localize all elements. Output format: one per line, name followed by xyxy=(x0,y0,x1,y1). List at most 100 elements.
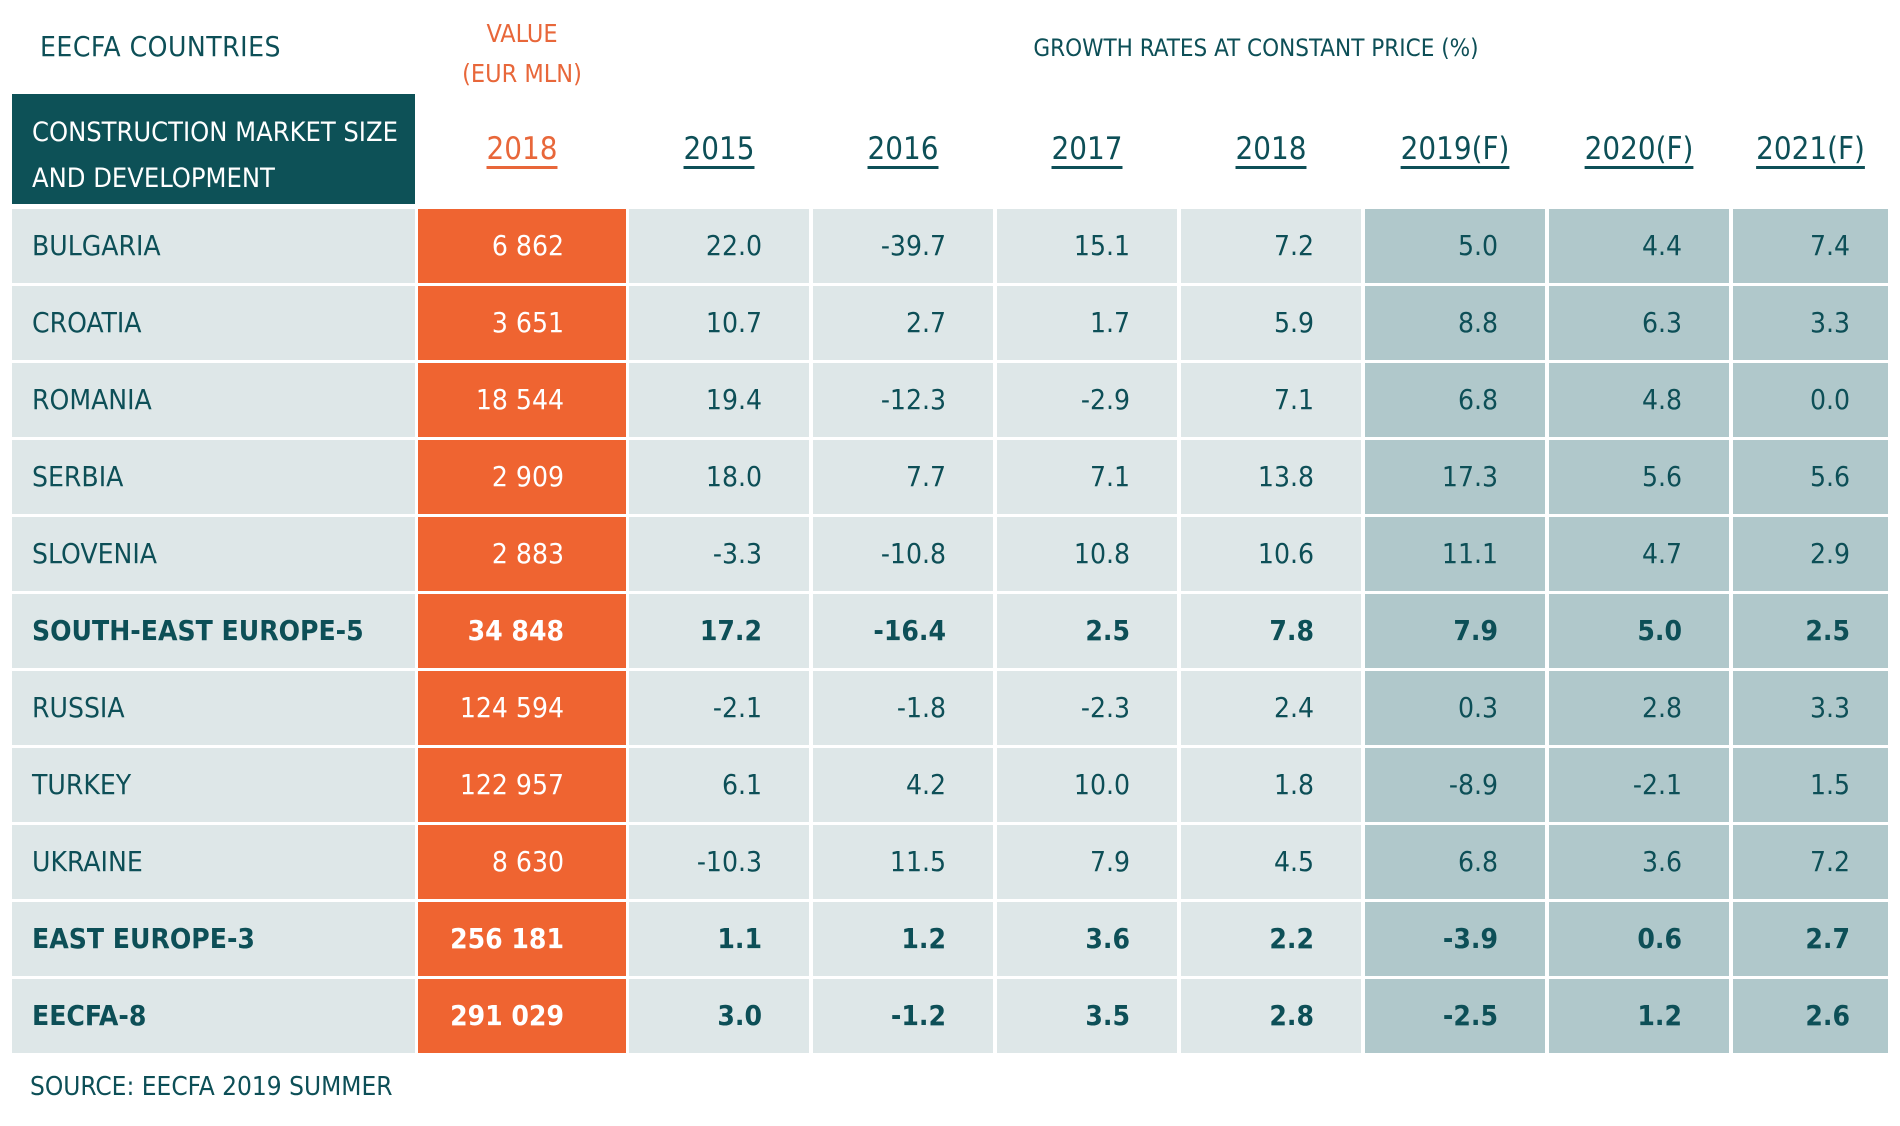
growth-rate-cell: 2.8 xyxy=(1549,671,1729,745)
growth-rate-cell: 2.7 xyxy=(1733,902,1888,976)
growth-rate-cell: 17.3 xyxy=(1365,440,1545,514)
growth-rate-cell: 5.6 xyxy=(1549,440,1729,514)
country-name-cell: EECFA-8 xyxy=(12,979,415,1053)
country-name-cell: SERBIA xyxy=(12,440,415,514)
growth-rate-cell: -1.8 xyxy=(813,671,993,745)
growth-rate-cell: 6.8 xyxy=(1365,363,1545,437)
growth-rate-cell: -2.9 xyxy=(997,363,1177,437)
growth-rate-cell: 10.8 xyxy=(997,517,1177,591)
value-year-header: 2018 xyxy=(486,131,558,167)
growth-rate-cell: 2.4 xyxy=(1181,671,1361,745)
table-row: SERBIA 2 909 18.0 7.7 7.1 13.8 17.3 5.6 5.6 xyxy=(0,440,1890,514)
growth-rate-cell: 5.0 xyxy=(1365,209,1545,283)
market-value-cell: 291 029 xyxy=(418,979,626,1053)
table-row: ROMANIA 18 544 19.4 -12.3 -2.9 7.1 6.8 4.8 0.0 xyxy=(0,363,1890,437)
growth-rate-cell: -8.9 xyxy=(1365,748,1545,822)
table-row: EAST EUROPE-3 256 181 1.1 1.2 3.6 2.2 -3.9 0.6 2… xyxy=(0,902,1890,976)
source-note: SOURCE: EECFA 2019 SUMMER xyxy=(30,1072,393,1102)
market-value-cell: 124 594 xyxy=(418,671,626,745)
country-name-cell: CROATIA xyxy=(12,286,415,360)
country-name-cell: ROMANIA xyxy=(12,363,415,437)
growth-rate-cell: 7.2 xyxy=(1733,825,1888,899)
growth-rate-cell: 18.0 xyxy=(629,440,809,514)
growth-rate-cell: 7.1 xyxy=(1181,363,1361,437)
table-row: EECFA-8 291 029 3.0 -1.2 3.5 2.8 -2.5 1.2 2.6 xyxy=(0,979,1890,1053)
table-row: UKRAINE 8 630 -10.3 11.5 7.9 4.5 6.8 3.6 7.2 xyxy=(0,825,1890,899)
growth-rate-cell: 15.1 xyxy=(997,209,1177,283)
growth-rate-cell: 0.0 xyxy=(1733,363,1888,437)
growth-rate-cell: 17.2 xyxy=(629,594,809,668)
growth-rate-cell: 6.1 xyxy=(629,748,809,822)
growth-rate-cell: 5.0 xyxy=(1549,594,1729,668)
year-header-2018: 2018 xyxy=(1235,131,1307,167)
growth-rate-cell: -2.3 xyxy=(997,671,1177,745)
year-header-2021f: 2021(F) xyxy=(1756,131,1865,167)
table-row: RUSSIA 124 594 -2.1 -1.8 -2.3 2.4 0.3 2.8 3.3 xyxy=(0,671,1890,745)
growth-rate-cell: 1.2 xyxy=(813,902,993,976)
table-row: SOUTH-EAST EUROPE-5 34 848 17.2 -16.4 2.5 7.8… xyxy=(0,594,1890,668)
market-value-cell: 34 848 xyxy=(418,594,626,668)
growth-rate-cell: -2.5 xyxy=(1365,979,1545,1053)
year-header-2020f: 2020(F) xyxy=(1584,131,1694,167)
value-label-line1: VALUE xyxy=(486,19,558,48)
growth-rate-cell: 13.8 xyxy=(1181,440,1361,514)
country-name-cell: UKRAINE xyxy=(12,825,415,899)
table-row: TURKEY 122 957 6.1 4.2 10.0 1.8 -8.9 -2.1 1.5 xyxy=(0,748,1890,822)
year-header-2019f: 2019(F) xyxy=(1400,131,1510,167)
growth-rate-cell: 4.2 xyxy=(813,748,993,822)
growth-rate-cell: 7.7 xyxy=(813,440,993,514)
growth-rate-cell: 8.8 xyxy=(1365,286,1545,360)
growth-rate-cell: 6.8 xyxy=(1365,825,1545,899)
growth-rates-header: GROWTH RATES AT CONSTANT PRICE (%) xyxy=(1033,34,1479,62)
growth-rate-cell: 4.4 xyxy=(1549,209,1729,283)
market-value-cell: 122 957 xyxy=(418,748,626,822)
growth-rate-cell: 1.8 xyxy=(1181,748,1361,822)
growth-rate-cell: 2.2 xyxy=(1181,902,1361,976)
country-name-cell: BULGARIA xyxy=(12,209,415,283)
growth-rate-cell: 10.6 xyxy=(1181,517,1361,591)
table-row: BULGARIA 6 862 22.0 -39.7 15.1 7.2 5.0 4.4 7.4 xyxy=(0,209,1890,283)
growth-rate-cell: 10.0 xyxy=(997,748,1177,822)
growth-rate-cell: 11.5 xyxy=(813,825,993,899)
year-header-2017: 2017 xyxy=(1051,131,1123,167)
growth-rate-cell: 7.9 xyxy=(1365,594,1545,668)
growth-rate-cell: 7.1 xyxy=(997,440,1177,514)
growth-rate-cell: 7.8 xyxy=(1181,594,1361,668)
country-name-cell: EAST EUROPE-3 xyxy=(12,902,415,976)
market-value-cell: 8 630 xyxy=(418,825,626,899)
growth-rate-cell: 7.4 xyxy=(1733,209,1888,283)
growth-rate-cell: 4.5 xyxy=(1181,825,1361,899)
market-value-cell: 3 651 xyxy=(418,286,626,360)
growth-rate-cell: 1.7 xyxy=(997,286,1177,360)
country-name-cell: SOUTH-EAST EUROPE-5 xyxy=(12,594,415,668)
corner-title-line2: AND DEVELOPMENT xyxy=(32,163,275,194)
growth-rate-cell: 22.0 xyxy=(629,209,809,283)
growth-rate-cell: -2.1 xyxy=(1549,748,1729,822)
year-header-2015: 2015 xyxy=(683,131,755,167)
growth-rate-cell: -2.1 xyxy=(629,671,809,745)
value-column-header: VALUE (EUR MLN) xyxy=(418,14,626,94)
growth-rate-cell: 3.3 xyxy=(1733,286,1888,360)
growth-rate-cell: -1.2 xyxy=(813,979,993,1053)
growth-rate-cell: 4.8 xyxy=(1549,363,1729,437)
growth-rate-cell: 4.7 xyxy=(1549,517,1729,591)
growth-rate-cell: 3.6 xyxy=(1549,825,1729,899)
country-name-cell: SLOVENIA xyxy=(12,517,415,591)
growth-rate-cell: -16.4 xyxy=(813,594,993,668)
growth-rate-cell: 1.5 xyxy=(1733,748,1888,822)
market-value-cell: 6 862 xyxy=(418,209,626,283)
growth-rate-cell: -12.3 xyxy=(813,363,993,437)
growth-rate-cell: 5.9 xyxy=(1181,286,1361,360)
growth-rate-cell: 1.1 xyxy=(629,902,809,976)
market-value-cell: 2 909 xyxy=(418,440,626,514)
table-row: CROATIA 3 651 10.7 2.7 1.7 5.9 8.8 6.3 3.3 xyxy=(0,286,1890,360)
growth-rate-cell: -10.8 xyxy=(813,517,993,591)
growth-rate-cell: 3.5 xyxy=(997,979,1177,1053)
growth-rate-cell: 2.9 xyxy=(1733,517,1888,591)
growth-rate-cell: 6.3 xyxy=(1549,286,1729,360)
table-row: SLOVENIA 2 883 -3.3 -10.8 10.8 10.6 11.1 4.7 2.9 xyxy=(0,517,1890,591)
growth-rate-cell: -39.7 xyxy=(813,209,993,283)
growth-rate-cell: -3.9 xyxy=(1365,902,1545,976)
growth-rate-cell: 5.6 xyxy=(1733,440,1888,514)
value-label-line2: (EUR MLN) xyxy=(462,59,582,88)
